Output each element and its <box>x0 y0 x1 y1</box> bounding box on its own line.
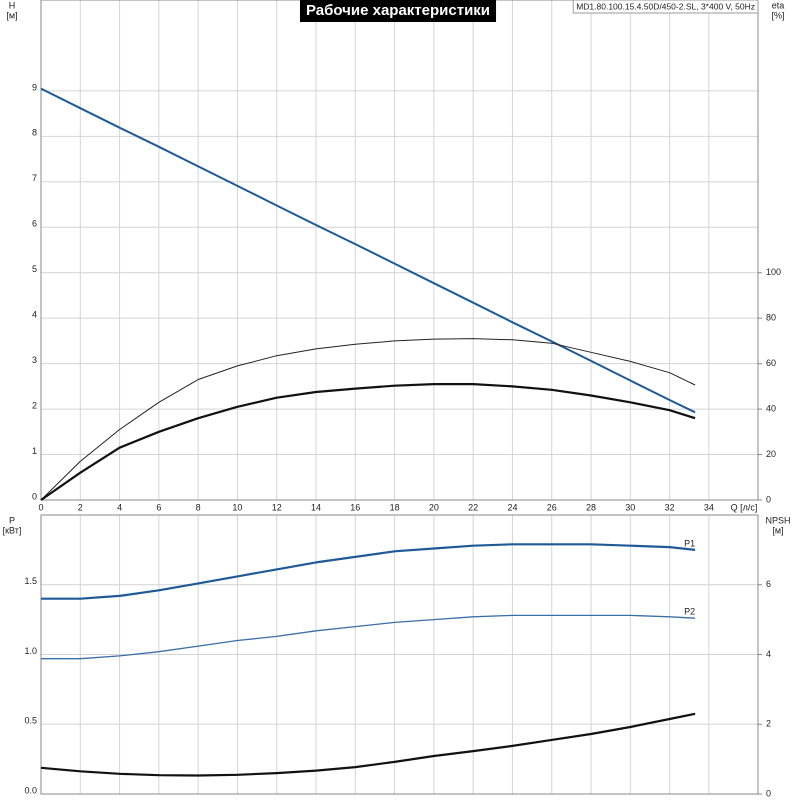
y2-axis-unit: [м] <box>772 525 783 535</box>
y2-tick-label: 4 <box>766 649 771 659</box>
x-axis-label: Q [л/с] <box>731 502 758 512</box>
y-tick-label: 0 <box>32 491 37 501</box>
x-tick-label: 16 <box>350 502 360 512</box>
x-tick-label: 26 <box>547 502 557 512</box>
y-tick-label: 8 <box>32 128 37 138</box>
series-line <box>40 712 696 777</box>
x-tick-label: 24 <box>507 502 517 512</box>
x-tick-label: 12 <box>272 502 282 512</box>
x-tick-label: 18 <box>390 502 400 512</box>
y2-tick-label: 80 <box>766 313 776 323</box>
y-tick-label: 1.5 <box>24 576 37 586</box>
y-tick-label: 1.0 <box>24 646 37 656</box>
x-tick-label: 0 <box>38 502 43 512</box>
y2-tick-label: 40 <box>766 403 776 413</box>
y2-axis-label: NPSH <box>765 515 790 525</box>
x-tick-label: 10 <box>232 502 242 512</box>
x-tick-label: 20 <box>429 502 439 512</box>
y-tick-label: 5 <box>32 264 37 274</box>
y-tick-label: 0.0 <box>24 785 37 795</box>
series-line <box>40 383 696 501</box>
model-box <box>572 0 759 14</box>
x-tick-label: 28 <box>586 502 596 512</box>
y2-tick-label: 6 <box>766 579 771 589</box>
y-tick-label: 0.5 <box>24 716 37 726</box>
y-tick-label: 7 <box>32 173 37 183</box>
x-tick-label: 14 <box>311 502 321 512</box>
series-line <box>40 87 696 414</box>
y-axis-label: H <box>9 0 16 10</box>
x-tick-label: 4 <box>117 502 122 512</box>
y-axis-label: P <box>9 515 15 525</box>
y2-tick-label: 0 <box>766 494 771 504</box>
y2-tick-label: 100 <box>766 267 781 277</box>
x-tick-label: 32 <box>665 502 675 512</box>
y-axis-unit: [кВт] <box>3 525 22 535</box>
y-tick-label: 9 <box>32 82 37 92</box>
y2-tick-label: 60 <box>766 358 776 368</box>
x-tick-label: 30 <box>625 502 635 512</box>
y-tick-label: 6 <box>32 219 37 229</box>
y-tick-label: 4 <box>32 310 37 320</box>
y2-tick-label: 2 <box>766 719 771 729</box>
y-tick-label: 1 <box>32 446 37 456</box>
y2-tick-label: 0 <box>766 788 771 798</box>
y2-tick-label: 20 <box>766 449 776 459</box>
plot-frame <box>40 514 759 795</box>
title-box <box>299 0 497 22</box>
chart-subtitle: MD1.80.100.15.4.50D/450-2.SL, 3*400 V, 5… <box>576 1 755 11</box>
y-axis-unit: [м] <box>6 10 17 20</box>
x-tick-label: 2 <box>78 502 83 512</box>
x-tick-label: 8 <box>196 502 201 512</box>
x-tick-label: 6 <box>156 502 161 512</box>
chart-title: Рабочие характеристики <box>306 2 490 19</box>
y2-axis-label: eta <box>772 0 785 10</box>
x-tick-label: 22 <box>468 502 478 512</box>
series-label: P2 <box>684 607 695 617</box>
y-tick-label: 3 <box>32 355 37 365</box>
series-line <box>41 614 696 660</box>
y2-axis-unit: [%] <box>771 10 784 20</box>
series-line <box>40 338 696 501</box>
series-line <box>41 543 696 600</box>
x-tick-label: 34 <box>704 502 714 512</box>
y-tick-label: 2 <box>32 400 37 410</box>
series-label: P1 <box>684 538 695 548</box>
plot-frame <box>40 0 759 501</box>
